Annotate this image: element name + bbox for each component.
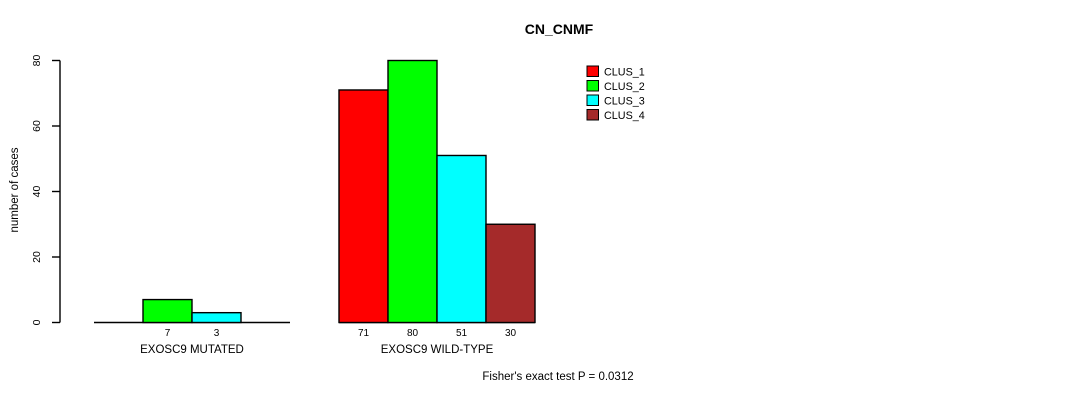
group-label: EXOSC9 WILD-TYPE xyxy=(381,344,494,356)
chart-title: CN_CNMF xyxy=(524,21,594,37)
bar-value-label: 71 xyxy=(358,328,370,339)
y-tick-label: 80 xyxy=(31,55,43,67)
bar-clus_2 xyxy=(387,59,438,324)
legend-label: CLUS_4 xyxy=(604,110,645,122)
annotation-text: Fisher's exact test P = 0.0312 xyxy=(482,371,634,383)
legend-label: CLUS_3 xyxy=(604,95,645,107)
legend-label: CLUS_1 xyxy=(604,66,645,78)
bar-clus_3 xyxy=(191,311,242,324)
bar-value-label: 30 xyxy=(505,328,517,339)
legend-swatch-clus_3 xyxy=(586,94,599,106)
bar-clus_1 xyxy=(338,89,389,324)
bar-value-label: 80 xyxy=(407,328,419,339)
legend-swatch-clus_4 xyxy=(586,109,599,121)
bar-clus_2 xyxy=(142,298,193,324)
bar-value-label: 7 xyxy=(165,328,171,339)
y-tick-label: 60 xyxy=(31,120,43,132)
legend-label: CLUS_2 xyxy=(604,81,645,93)
legend-swatch-clus_2 xyxy=(586,80,599,92)
y-tick-label: 20 xyxy=(31,251,43,263)
bar-clus_3 xyxy=(436,154,487,324)
legend-swatch-clus_1 xyxy=(586,65,599,77)
bar-value-label: 3 xyxy=(214,328,220,339)
y-tick-label: 40 xyxy=(31,186,43,198)
bar-value-label: 51 xyxy=(456,328,468,339)
group-label: EXOSC9 MUTATED xyxy=(140,344,244,356)
y-tick-label: 0 xyxy=(31,319,43,325)
bar-clus_4 xyxy=(485,223,536,324)
